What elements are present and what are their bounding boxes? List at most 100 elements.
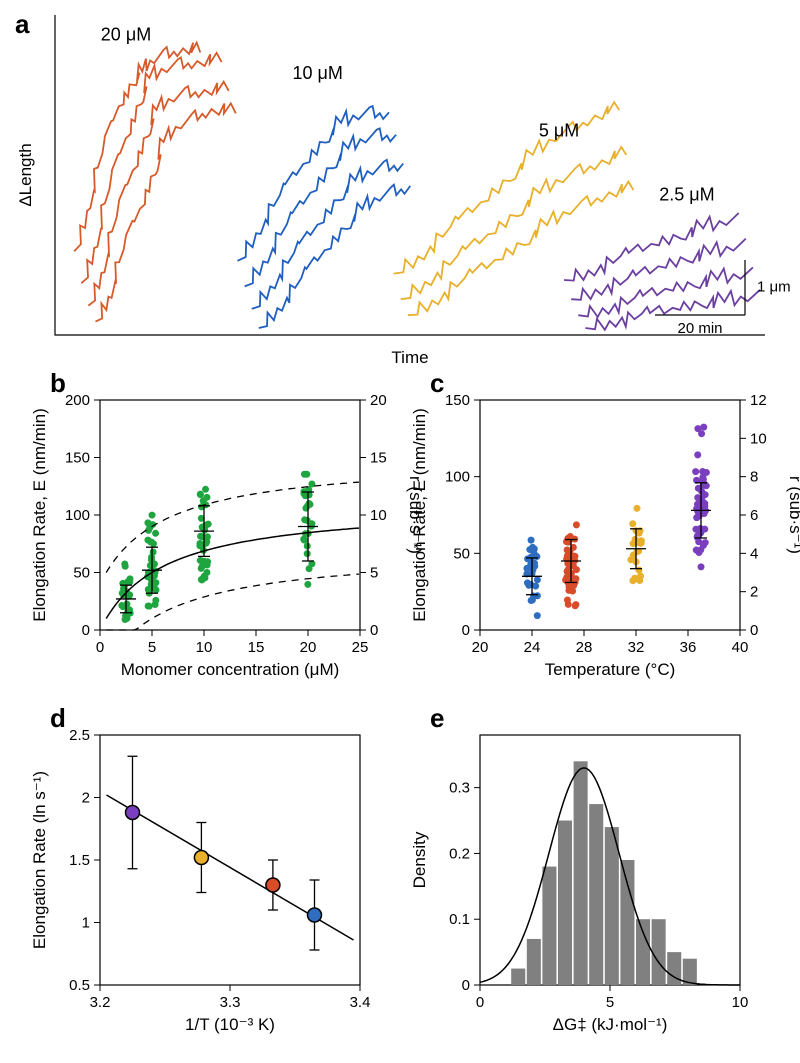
data-point: [194, 851, 208, 865]
hist-bar: [542, 867, 556, 985]
data-point: [534, 612, 541, 619]
ylabel-right: r (sub·s⁻¹): [786, 476, 800, 554]
tick-label: 1.5: [69, 852, 90, 869]
data-point: [304, 550, 311, 557]
trace: [401, 147, 627, 299]
trace: [252, 160, 404, 309]
data-point: [529, 566, 536, 573]
tick-label: 40: [732, 639, 749, 656]
hist-bar: [527, 939, 541, 985]
tick-label: 15: [248, 639, 265, 656]
panel-e: e051000.10.20.3ΔG‡ (kJ·mol⁻¹)Density: [410, 703, 748, 1034]
data-point: [572, 575, 579, 582]
tick-label: 10: [750, 430, 767, 447]
tick-label: 0.2: [449, 845, 470, 862]
data-point: [572, 602, 579, 609]
panel-b: b051015202505010015020005101520r (sub·s⁻…: [30, 368, 425, 679]
data-point: [200, 497, 207, 504]
tick-label: 6: [750, 507, 758, 524]
ylabel: Density: [410, 831, 429, 888]
tick-label: 32: [628, 639, 645, 656]
data-point: [122, 616, 129, 623]
ylabel: Elongation Rate (ln s⁻¹): [30, 771, 49, 949]
panel-letter-b: b: [50, 368, 66, 398]
data-point: [147, 538, 154, 545]
data-point: [303, 471, 310, 478]
tick-label: 50: [73, 565, 90, 582]
band-lower: [106, 574, 359, 630]
data-point: [304, 517, 311, 524]
data-point: [637, 540, 644, 547]
data-point: [698, 430, 705, 437]
data-point: [526, 546, 533, 553]
tick-label: 4: [750, 545, 758, 562]
data-point: [266, 878, 280, 892]
ylabel: Elongation Rate, E (nm/min): [410, 408, 429, 622]
data-point: [700, 424, 707, 431]
hist-bar: [620, 860, 634, 985]
tick-label: 0: [96, 639, 104, 656]
hist-bar: [511, 969, 525, 985]
hist-bar: [636, 919, 650, 985]
data-point: [692, 468, 699, 475]
tick-label: 12: [750, 392, 767, 409]
panel-letter-d: d: [50, 703, 66, 733]
tick-label: 3.3: [220, 994, 241, 1011]
data-point: [530, 593, 537, 600]
data-point: [197, 491, 204, 498]
tick-label: 10: [370, 507, 387, 524]
series-label: 5 μM: [539, 121, 579, 141]
panel-a: aΔLengthTime20 μM10 μM5 μM2.5 μM1 μm20 m…: [15, 9, 791, 367]
series-label: 2.5 μM: [659, 185, 714, 205]
data-point: [306, 565, 313, 572]
data-point: [301, 537, 308, 544]
tick-label: 150: [445, 392, 470, 409]
tick-label: 1: [82, 915, 90, 932]
tick-label: 0: [476, 994, 484, 1011]
data-point: [631, 575, 638, 582]
data-point: [527, 581, 534, 588]
data-point: [702, 539, 709, 546]
data-point: [534, 576, 541, 583]
data-point: [146, 524, 153, 531]
xlabel: ΔG‡ (kJ·mol⁻¹): [553, 1015, 668, 1034]
tick-label: 2: [82, 790, 90, 807]
panel-letter-c: c: [430, 368, 444, 398]
tick-label: 0.3: [449, 780, 470, 797]
data-point: [569, 587, 576, 594]
hist-bar: [574, 761, 588, 985]
tick-label: 20: [472, 639, 489, 656]
series-label: 10 μM: [293, 63, 343, 83]
tick-label: 10: [732, 994, 749, 1011]
tick-label: 0.1: [449, 911, 470, 928]
panel-letter-e: e: [430, 703, 444, 733]
data-point: [152, 530, 159, 537]
data-point: [146, 603, 153, 610]
panel-c: c202428323640050100150024681012r (sub·s⁻…: [410, 368, 800, 679]
tick-label: 200: [65, 392, 90, 409]
hist-bar: [558, 821, 572, 985]
xlabel: 1/T (10⁻³ K): [185, 1015, 275, 1034]
hist-bar: [652, 919, 666, 985]
data-point: [528, 537, 535, 544]
fit-line: [106, 528, 359, 618]
trace: [564, 213, 739, 281]
panel-d: d3.23.33.40.511.522.51/T (10⁻³ K)Elongat…: [30, 703, 370, 1034]
tick-label: 0: [462, 977, 470, 994]
data-point: [697, 546, 704, 553]
hist-bar: [589, 804, 603, 985]
tick-label: 0.5: [69, 977, 90, 994]
tick-label: 0: [370, 622, 378, 639]
hist-bar: [605, 827, 619, 985]
data-point: [199, 558, 206, 565]
panel-letter-a: a: [15, 9, 30, 39]
trace: [245, 128, 397, 286]
tick-label: 10: [196, 639, 213, 656]
data-point: [304, 581, 311, 588]
tick-label: 5: [370, 565, 378, 582]
data-point: [692, 526, 699, 533]
tick-label: 15: [370, 450, 387, 467]
figure: aΔLengthTime20 μM10 μM5 μM2.5 μM1 μm20 m…: [0, 0, 800, 1063]
data-point: [524, 555, 531, 562]
scale-x-label: 20 min: [677, 320, 722, 337]
